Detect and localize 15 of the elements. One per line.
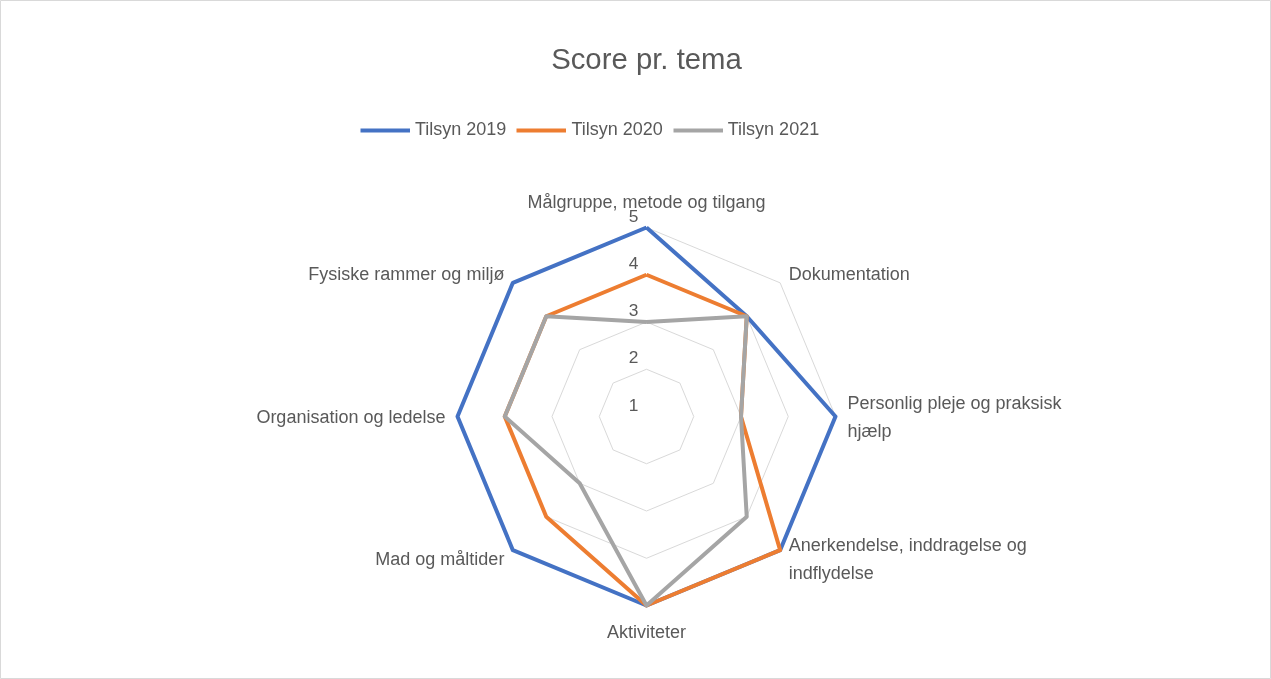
- spoke-label: Organisation og ledelse: [256, 406, 446, 427]
- spoke-label: Mad og måltider: [375, 548, 505, 569]
- spoke-label: Fysiske rammer og miljø: [308, 264, 505, 285]
- y-tick-label: 2: [628, 347, 639, 368]
- legend-label: Tilsyn 2019: [415, 119, 507, 140]
- spoke-label: Anerkendelse, inddragelse og indflydelse: [788, 534, 1027, 583]
- y-tick-label: 1: [628, 394, 639, 415]
- spoke-label: Aktiviteter: [606, 621, 687, 642]
- legend-label: Tilsyn 2020: [571, 119, 663, 140]
- chart-title: Score pr. tema: [551, 42, 743, 75]
- legend-label: Tilsyn 2021: [727, 119, 820, 140]
- spoke-label: Dokumentation: [788, 264, 910, 285]
- spoke-label: Personlig pleje og praksisk hjælp: [847, 392, 1063, 441]
- y-tick-label: 3: [628, 300, 639, 320]
- y-tick-label: 4: [628, 252, 639, 273]
